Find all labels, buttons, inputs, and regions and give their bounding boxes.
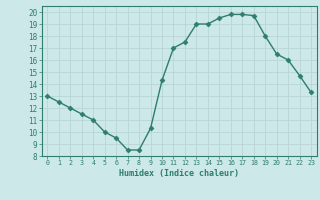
X-axis label: Humidex (Indice chaleur): Humidex (Indice chaleur)	[119, 169, 239, 178]
